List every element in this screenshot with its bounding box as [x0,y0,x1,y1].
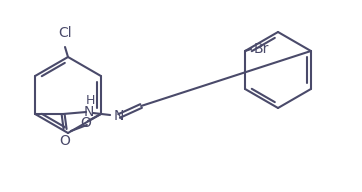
Text: Cl: Cl [58,26,72,40]
Text: Br: Br [254,42,269,56]
Text: N: N [84,105,94,119]
Text: N: N [114,109,125,123]
Text: O: O [60,134,71,148]
Text: H: H [85,94,95,107]
Text: O: O [80,116,91,130]
